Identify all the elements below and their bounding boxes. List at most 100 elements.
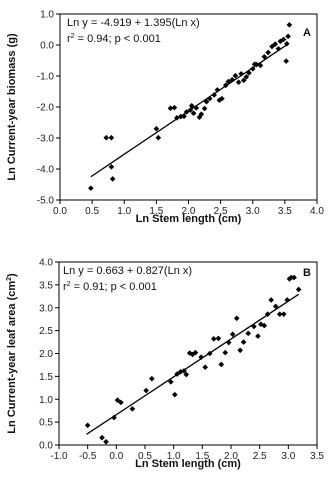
panel-a-x-axis-label: Ln Stem length (cm) — [136, 213, 242, 225]
data-point — [243, 74, 250, 80]
x-tick-label: 0.5 — [85, 206, 99, 217]
data-point — [84, 422, 91, 429]
y-tick-label: 3.5 — [39, 280, 53, 291]
data-point — [211, 92, 217, 98]
data-point — [189, 351, 196, 358]
data-point — [211, 336, 217, 342]
panel-b-ticks: -1.0 -0.5 0.0 0.5 1.0 1.5 2.0 2.5 3.0 3.5 4.0 3.5 3.… — [39, 258, 324, 463]
panel-b-equation: Ln y = 0.663 + 0.827(Ln x) — [63, 265, 192, 277]
x-tick-label: 1.5 — [195, 451, 209, 462]
data-point — [258, 321, 264, 328]
panel-a-ticks: 0.0 0.5 1.0 1.5 2.0 2.5 3.0 3.5 4.0 1.0 0.0 -1.0 -2.… — [37, 10, 325, 218]
data-point — [280, 36, 287, 43]
data-point — [246, 70, 252, 76]
panel-b-x-axis-label: Ln Stem length (cm) — [135, 458, 241, 470]
data-point — [288, 274, 294, 281]
x-tick-label: 3.5 — [278, 206, 292, 217]
data-point — [108, 164, 115, 170]
data-point — [109, 176, 116, 182]
y-tick-label: 0.5 — [39, 418, 53, 429]
x-tick-label: 1.5 — [149, 206, 163, 217]
data-point — [232, 72, 239, 79]
data-point — [99, 434, 105, 441]
x-tick-label: -1.0 — [50, 451, 68, 462]
data-point — [108, 134, 115, 141]
data-point — [171, 104, 178, 111]
data-point — [235, 79, 242, 85]
data-point — [103, 134, 110, 141]
x-tick-label: 2.5 — [253, 451, 267, 462]
data-point — [261, 322, 268, 329]
data-point — [198, 111, 205, 117]
x-tick-label: 0.5 — [138, 451, 152, 462]
x-tick-label: 2.0 — [182, 206, 196, 217]
data-point — [257, 62, 264, 69]
data-point — [192, 349, 199, 356]
x-tick-label: 1.0 — [167, 451, 181, 462]
data-point — [143, 387, 149, 394]
data-point — [183, 371, 190, 378]
y-tick-label: 1.5 — [39, 372, 53, 383]
x-tick-label: 4.0 — [310, 206, 324, 217]
panel-a-stats: r2 = 0.94; p < 0.001 — [67, 33, 161, 45]
data-point — [168, 379, 174, 385]
data-point — [261, 53, 268, 60]
data-point — [153, 125, 160, 132]
panel-a-points — [88, 22, 293, 192]
data-point — [295, 286, 302, 293]
data-point — [219, 95, 225, 102]
data-point — [114, 397, 121, 403]
y-tick-label: 1.0 — [39, 395, 53, 406]
data-point — [269, 43, 275, 50]
y-tick-label: 2.0 — [39, 349, 53, 360]
y-tick-label: 1.0 — [40, 10, 54, 21]
data-point — [88, 185, 94, 192]
data-point — [285, 33, 291, 40]
data-point — [196, 114, 203, 121]
x-tick-label: 2.5 — [214, 206, 228, 217]
data-point — [291, 274, 297, 281]
data-point — [201, 105, 208, 112]
panel-b-stats: r2 = 0.91; p < 0.001 — [63, 281, 157, 293]
panel-a-label: A — [303, 27, 311, 39]
data-point — [202, 364, 208, 371]
data-point — [240, 339, 247, 345]
data-point — [272, 41, 279, 47]
data-point — [172, 391, 178, 398]
data-point — [255, 333, 261, 339]
panel-b-y-axis-label: Ln Current-year leaf area (cm2) — [6, 273, 18, 434]
data-point — [111, 414, 117, 421]
data-point — [283, 58, 289, 64]
x-tick-label: 3.0 — [246, 206, 260, 217]
data-point — [237, 347, 243, 354]
y-tick-label: 2.5 — [39, 326, 53, 337]
panel-a-equation: Ln y = -4.919 + 1.395(Ln x) — [67, 17, 200, 29]
data-point — [272, 303, 279, 310]
data-point — [218, 361, 225, 368]
data-point — [268, 297, 274, 303]
x-tick-label: 2.0 — [224, 451, 238, 462]
data-point — [222, 349, 229, 356]
panel-b-label: B — [303, 267, 311, 279]
data-point — [167, 105, 174, 112]
y-tick-label: 4.0 — [39, 258, 53, 269]
panel-a: 0.0 0.5 1.0 1.5 2.0 2.5 3.0 3.5 4.0 1.0 0.0 -1.0 -2.… — [6, 10, 324, 226]
y-tick-label: -1.0 — [37, 72, 55, 83]
data-point — [190, 110, 197, 116]
y-tick-label: 0.0 — [39, 441, 53, 452]
data-point — [155, 134, 162, 141]
data-point — [149, 375, 155, 382]
data-point — [193, 105, 200, 111]
data-point — [103, 438, 109, 445]
data-point — [233, 315, 240, 322]
panel-b-fit-line — [86, 293, 300, 435]
x-tick-label: 0.0 — [109, 451, 123, 462]
panel-a-y-axis-label: Ln Current-year biomass (g) — [6, 33, 18, 181]
data-point — [188, 102, 195, 109]
y-tick-label: 0.0 — [40, 41, 54, 52]
data-point — [229, 331, 236, 338]
data-point — [198, 354, 204, 360]
x-tick-label: 3.5 — [310, 451, 324, 462]
data-point — [245, 330, 251, 337]
